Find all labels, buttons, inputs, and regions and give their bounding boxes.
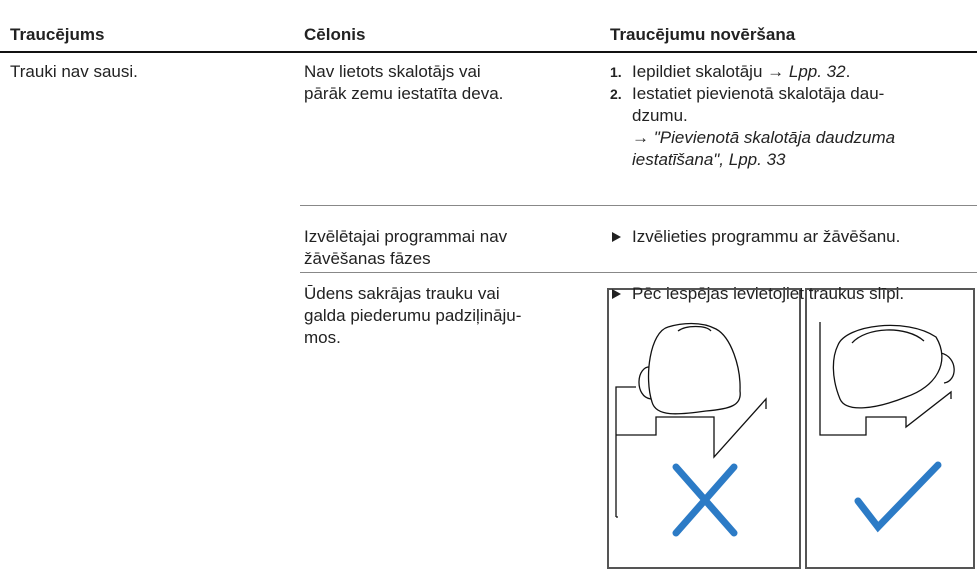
remedy-line: → "Pievienotā skalotāja daudzuma [632, 127, 895, 149]
remedy-line: iestatīšana", Lpp. 33 [632, 149, 895, 171]
remedy-item: Izvēlieties programmu ar žāvēšanu. [610, 226, 900, 248]
remedy-item: Pēc iespējas ievietojiet traukus slīpi. [610, 283, 904, 305]
text-segment: Iepildiet skalotāju → [632, 62, 789, 81]
cause: Izvēlētajai programmai nav žāvēšanas fāze… [304, 226, 507, 270]
row-separator [300, 205, 977, 206]
text-segment: dzumu. [632, 106, 688, 125]
text-segment: . [845, 62, 851, 81]
cause-line: pārāk zemu iestatīta deva. [304, 84, 504, 103]
remedy: Pēc iespējas ievietojiet traukus slīpi. [610, 283, 904, 305]
remedy-item: 2. Iestatiet pievienotā skalotāja dau-dzu… [610, 83, 895, 171]
cause-line: Ūdens sakrājas trauku vai [304, 284, 500, 303]
cause-line: žāvēšanas fāzes [304, 249, 431, 268]
header-cell: Traucējums [10, 25, 105, 44]
text-segment: Lpp. 32 [788, 62, 846, 81]
cause: Ūdens sakrājas trauku vai galda piederumu… [304, 283, 521, 349]
step-number: 1. [610, 64, 622, 80]
text-segment: Izvēlieties programmu ar žāvēšanu. [632, 227, 901, 246]
bullet-shape [612, 232, 621, 242]
remedy: 1. Iepildiet skalotāju → Lpp. 32. 2. Iestat… [610, 61, 895, 171]
bullet [612, 289, 621, 299]
text-segment: Pēc iespējas ievietojiet traukus slīpi. [632, 284, 905, 303]
remedy-line: Izvēlieties programmu ar žāvēšanu. [632, 226, 900, 248]
bullet [612, 232, 621, 242]
text-segment: Iestatiet pievienotā skalotāja dau- [632, 84, 885, 103]
header-rule [0, 51, 977, 53]
cause-line: mos. [304, 328, 341, 347]
remedy-line: Iestatiet pievienotā skalotāja dau- [632, 83, 895, 105]
remedy-line: Iepildiet skalotāju → Lpp. 32. [632, 61, 895, 83]
text-segment: iestatīšana", Lpp. 33 [632, 150, 786, 169]
cause-line: galda piederumu padziļināju- [304, 306, 522, 325]
illustration [607, 288, 975, 569]
cause: Nav lietots skalotājs vai pārāk zemu iest… [304, 61, 503, 105]
remedy-line: Pēc iespējas ievietojiet traukus slīpi. [632, 283, 904, 305]
header-cell: Traucējumu novēršana [610, 25, 796, 44]
remedy: Izvēlieties programmu ar žāvēšanu. [610, 226, 900, 248]
cause-line: Nav lietots skalotājs vai [304, 62, 481, 81]
bullet-shape [612, 289, 621, 299]
row-separator [300, 272, 977, 273]
text-segment: "Pievienotā skalotāja daudzuma [653, 128, 896, 147]
problem: Trauki nav sausi. [10, 62, 138, 81]
remedy-item: 1. Iepildiet skalotāju → Lpp. 32. [610, 61, 895, 83]
step-number: 2. [610, 86, 622, 102]
text-segment: → [632, 128, 654, 147]
cause-line: Izvēlētajai programmai nav [304, 227, 508, 246]
remedy-line: dzumu. [632, 105, 895, 127]
header-cell: Cēlonis [304, 25, 366, 44]
